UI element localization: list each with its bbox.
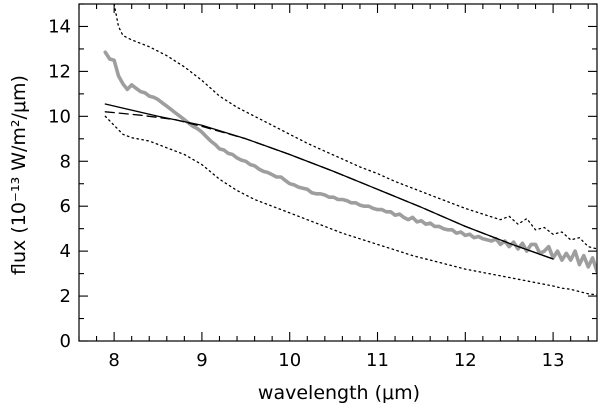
series-line-dashed-thin xyxy=(104,111,554,260)
x-tick-label: 12 xyxy=(454,350,477,371)
series-line-solid-thin xyxy=(104,103,554,260)
series-line-dotted-lower xyxy=(104,115,597,296)
x-tick-label: 9 xyxy=(196,350,207,371)
y-tick-label: 0 xyxy=(60,331,71,352)
plot-frame xyxy=(78,3,598,342)
y-tick-label: 6 xyxy=(60,196,71,217)
y-tick-label: 8 xyxy=(60,151,71,172)
axes: 0 2 4 6 8 10 12 14 8 9 10 11 12 13 xyxy=(48,3,598,371)
y-tick-label: 12 xyxy=(48,61,71,82)
x-tick-label: 11 xyxy=(366,350,389,371)
x-tick-label: 8 xyxy=(108,350,119,371)
y-tick-label: 2 xyxy=(60,286,71,307)
y-tick-label: 4 xyxy=(60,241,71,262)
y-tick-label: 14 xyxy=(48,16,71,37)
x-tick-label: 13 xyxy=(542,350,565,371)
plot-lines xyxy=(103,4,597,296)
x-tick-label: 10 xyxy=(278,350,301,371)
series-line-dotted-upper xyxy=(113,4,597,250)
series-line-thick-gray xyxy=(103,50,597,274)
y-tick-label: 10 xyxy=(48,106,71,127)
y-axis-label: flux (10⁻¹³ W/m²/μm) xyxy=(8,75,30,275)
x-axis-label: wavelength (μm) xyxy=(258,382,420,404)
